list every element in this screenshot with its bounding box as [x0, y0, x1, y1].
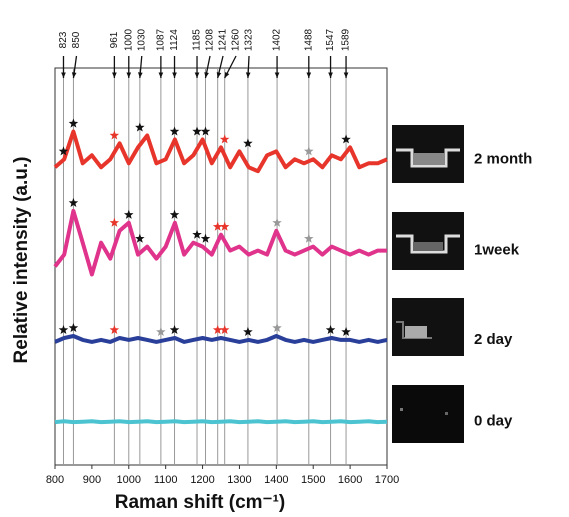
peak-star [109, 130, 120, 140]
peak-star [192, 229, 202, 239]
y-axis-title: Relative intensity (a.u.) [11, 157, 32, 364]
peak-label: 1241 [218, 28, 229, 51]
peak-label: 1402 [272, 28, 283, 51]
peak-arrowhead [216, 72, 222, 78]
peak-star [124, 209, 134, 219]
x-tick-label: 800 [46, 474, 64, 486]
x-tick-label: 1300 [227, 474, 251, 486]
peak-arrowhead [194, 72, 200, 78]
peak-star [212, 221, 223, 231]
peak-star [272, 323, 282, 332]
series-line [54, 419, 388, 425]
peak-star [109, 325, 120, 334]
peak-star [200, 126, 211, 136]
peak-star [212, 325, 223, 334]
peak-star [304, 146, 314, 156]
thumbnails [392, 125, 464, 443]
peak-arrowhead [306, 72, 312, 78]
peak-star [272, 217, 282, 227]
peak-star [68, 323, 79, 332]
peak-star [169, 325, 180, 334]
peak-arrowhead [138, 72, 143, 78]
legend-label: 1week [474, 242, 520, 259]
peak-arrowhead [158, 72, 164, 78]
peak-label: 1000 [123, 28, 134, 51]
peak-star [135, 122, 145, 132]
x-axis-title: Raman shift (cm⁻¹) [115, 492, 286, 513]
peak-arrowhead [245, 72, 251, 78]
peak-star [58, 325, 69, 334]
peak-label: 961 [109, 31, 120, 48]
peak-star [219, 134, 230, 144]
peak-label: 1208 [205, 28, 216, 51]
peak-label: 1087 [156, 28, 167, 51]
peak-star [304, 233, 314, 243]
peak-label: 850 [71, 31, 82, 48]
peak-star [135, 233, 145, 243]
peak-arrowhead [61, 72, 66, 78]
peak-arrowhead [172, 72, 177, 78]
peak-arrowhead [343, 72, 349, 78]
peak-arrowhead [204, 72, 209, 78]
peak-arrowhead [224, 72, 230, 78]
x-tick-label: 900 [83, 474, 101, 486]
x-tick-label: 1400 [264, 474, 288, 486]
x-tick-label: 1500 [301, 474, 325, 486]
peak-label: 1260 [231, 28, 242, 51]
legend-label: 0 day [474, 413, 513, 430]
plot-frame [54, 67, 388, 466]
x-tick-label: 1000 [117, 474, 141, 486]
peak-label: 1185 [192, 29, 203, 51]
peak-star [109, 217, 120, 227]
peak-label: 1030 [136, 28, 147, 51]
peak-star [68, 118, 79, 128]
peak-star [169, 126, 180, 136]
peak-arrowhead [274, 72, 280, 78]
x-tick-label: 1700 [375, 474, 399, 486]
peak-star [219, 325, 230, 334]
peak-star [341, 326, 351, 336]
legend-label: 2 day [474, 331, 513, 348]
series-line [53, 129, 388, 174]
peak-star [68, 197, 79, 207]
series-line [54, 334, 388, 344]
peak-label: 1124 [169, 29, 180, 51]
peak-star [341, 134, 351, 144]
peak-star [169, 209, 180, 219]
peak-star [58, 146, 69, 156]
peak-label: 1323 [244, 28, 255, 51]
peak-arrowhead [328, 72, 333, 78]
x-tick-label: 1100 [154, 474, 178, 486]
peak-star [325, 325, 336, 334]
peak-arrowhead [126, 72, 132, 78]
peak-star [200, 233, 211, 243]
peak-star [192, 126, 202, 136]
peak-star [243, 326, 253, 336]
x-tick-label: 1600 [338, 474, 362, 486]
x-tick-label: 1200 [190, 474, 214, 486]
legend-label: 2 month [474, 150, 532, 167]
peak-label: 823 [58, 31, 69, 48]
peak-star [243, 138, 253, 148]
peak-star [156, 326, 166, 336]
peak-star [219, 221, 230, 231]
peak-arrowhead [112, 72, 117, 78]
peak-label: 1547 [325, 28, 336, 51]
peak-label: 1488 [303, 28, 314, 51]
series-line [53, 208, 387, 277]
peak-arrowhead [71, 72, 77, 78]
peak-label: 1589 [341, 28, 352, 51]
